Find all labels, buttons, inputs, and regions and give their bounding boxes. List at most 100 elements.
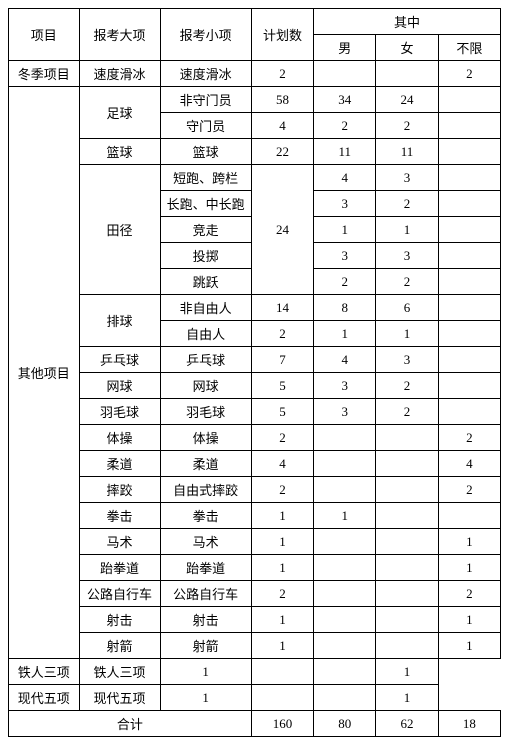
- cell: [314, 633, 376, 659]
- cell: 2: [438, 425, 500, 451]
- cell: 速度滑冰: [160, 61, 251, 87]
- cell: [438, 295, 500, 321]
- cell: [438, 321, 500, 347]
- cell: 4: [314, 165, 376, 191]
- table-row: 排球 非自由人 14 8 6: [9, 295, 501, 321]
- header-major: 报考大项: [79, 9, 160, 61]
- cell: 羽毛球: [160, 399, 251, 425]
- cell: [376, 425, 438, 451]
- cell: 22: [251, 139, 313, 165]
- cell: 短跑、跨栏: [160, 165, 251, 191]
- cell: 2: [376, 113, 438, 139]
- header-minor: 报考小项: [160, 9, 251, 61]
- cell: 2: [314, 269, 376, 295]
- cell: [438, 191, 500, 217]
- cell: 1: [251, 503, 313, 529]
- total-label: 合计: [9, 711, 252, 737]
- cell: [438, 399, 500, 425]
- cell: [314, 451, 376, 477]
- cell: 公路自行车: [160, 581, 251, 607]
- cell: 62: [376, 711, 438, 737]
- cell: 网球: [79, 373, 160, 399]
- cell: 2: [251, 477, 313, 503]
- cell: 篮球: [79, 139, 160, 165]
- table-row: 现代五项 现代五项 1 1: [9, 685, 501, 711]
- cell: 4: [314, 347, 376, 373]
- cell: 4: [251, 113, 313, 139]
- cell: 7: [251, 347, 313, 373]
- cell: 1: [251, 633, 313, 659]
- cell: [376, 633, 438, 659]
- cell: 1: [314, 217, 376, 243]
- cell: 1: [251, 555, 313, 581]
- cell: 2: [438, 581, 500, 607]
- cell: 2: [251, 581, 313, 607]
- cell: 3: [314, 399, 376, 425]
- cell: 公路自行车: [79, 581, 160, 607]
- cell: 3: [376, 243, 438, 269]
- cell: [314, 607, 376, 633]
- cell: 1: [251, 607, 313, 633]
- enrollment-table: 项目 报考大项 报考小项 计划数 其中 男 女 不限 冬季项目 速度滑冰 速度滑…: [8, 8, 501, 737]
- cell: [251, 659, 313, 685]
- table-row: 公路自行车 公路自行车 2 2: [9, 581, 501, 607]
- table-row: 篮球 篮球 22 11 11: [9, 139, 501, 165]
- cell: 竞走: [160, 217, 251, 243]
- cell: 铁人三项: [9, 659, 80, 685]
- cell: [438, 347, 500, 373]
- cell: 长跑、中长跑: [160, 191, 251, 217]
- cell: 射箭: [79, 633, 160, 659]
- total-row: 合计 160 80 62 18: [9, 711, 501, 737]
- cell: 8: [314, 295, 376, 321]
- cell: 乒乓球: [160, 347, 251, 373]
- cell: 铁人三项: [79, 659, 160, 685]
- cell: 4: [251, 451, 313, 477]
- cell: 2: [438, 61, 500, 87]
- cell: [376, 477, 438, 503]
- cell: [376, 529, 438, 555]
- table-row: 乒乓球 乒乓球 7 4 3: [9, 347, 501, 373]
- table-row: 田径 短跑、跨栏 24 4 3: [9, 165, 501, 191]
- cell: 自由人: [160, 321, 251, 347]
- cell: [314, 477, 376, 503]
- cell: 跆拳道: [79, 555, 160, 581]
- table-row: 马术 马术 1 1: [9, 529, 501, 555]
- cell: 速度滑冰: [79, 61, 160, 87]
- cell: 80: [314, 711, 376, 737]
- cell: 1: [251, 529, 313, 555]
- cell: 24: [376, 87, 438, 113]
- cell: 11: [314, 139, 376, 165]
- cell: [438, 113, 500, 139]
- cell: 4: [438, 451, 500, 477]
- cell: 1: [438, 529, 500, 555]
- cell: 非自由人: [160, 295, 251, 321]
- cell: 射击: [79, 607, 160, 633]
- cell: 体操: [79, 425, 160, 451]
- cell: [438, 503, 500, 529]
- cell: [376, 61, 438, 87]
- cell: 摔跤: [79, 477, 160, 503]
- group-other: 其他项目: [9, 87, 80, 659]
- table-row: 铁人三项 铁人三项 1 1: [9, 659, 501, 685]
- cell: [438, 139, 500, 165]
- cell: 射箭: [160, 633, 251, 659]
- cell: 18: [438, 711, 500, 737]
- cell: 1: [438, 607, 500, 633]
- header-project: 项目: [9, 9, 80, 61]
- cell: [376, 581, 438, 607]
- cell: 24: [251, 165, 313, 295]
- cell: 2: [251, 321, 313, 347]
- cell: 5: [251, 399, 313, 425]
- cell: 排球: [79, 295, 160, 347]
- cell: 射击: [160, 607, 251, 633]
- cell: 3: [376, 165, 438, 191]
- cell: 柔道: [160, 451, 251, 477]
- cell: 6: [376, 295, 438, 321]
- cell: 2: [314, 113, 376, 139]
- cell: 网球: [160, 373, 251, 399]
- cell: 58: [251, 87, 313, 113]
- cell: 3: [376, 347, 438, 373]
- cell: 柔道: [79, 451, 160, 477]
- cell: [314, 425, 376, 451]
- table-row: 体操 体操 2 2: [9, 425, 501, 451]
